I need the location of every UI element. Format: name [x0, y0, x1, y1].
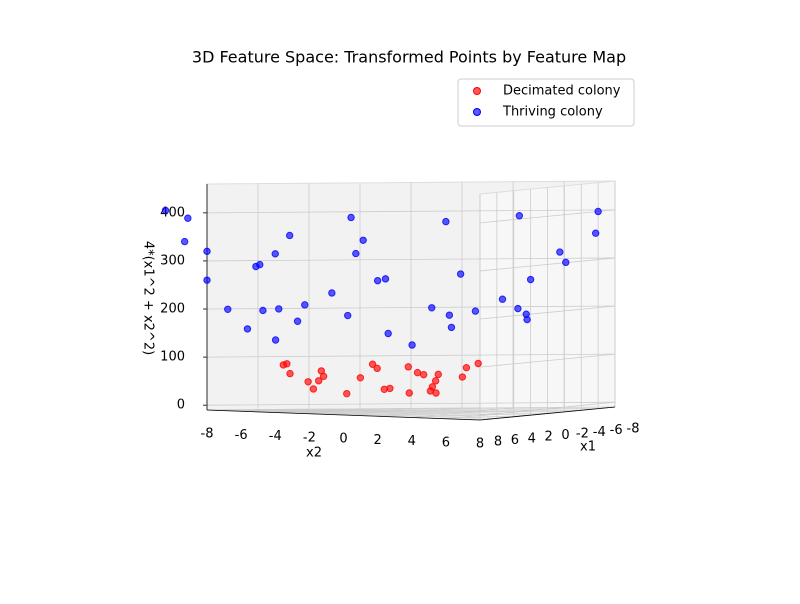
point: [204, 277, 210, 283]
y-tick-label: -2: [303, 430, 316, 445]
point: [527, 276, 533, 282]
chart-title: 3D Feature Space: Transformed Points by …: [192, 48, 626, 67]
y-tick-label: 0: [339, 432, 347, 447]
point: [432, 378, 438, 384]
point: [563, 259, 569, 265]
point: [294, 318, 300, 324]
point: [472, 308, 478, 314]
x-tick-label: -6: [610, 423, 623, 438]
point: [443, 218, 449, 224]
z-axis-label: 4*(x1^2 + x2^2): [141, 241, 156, 355]
x-tick-label: 2: [544, 430, 552, 445]
point: [310, 386, 316, 392]
point: [286, 232, 292, 238]
point: [459, 374, 465, 380]
y-tick-label: 2: [373, 433, 381, 448]
point: [463, 364, 469, 370]
x-tick-label: -4: [593, 425, 606, 440]
point: [344, 390, 350, 396]
y-tick-label: -8: [201, 427, 214, 442]
point: [409, 342, 415, 348]
point: [457, 271, 463, 277]
point: [162, 207, 168, 213]
x-tick-label: -8: [627, 422, 640, 437]
point: [387, 385, 393, 391]
point: [181, 238, 187, 244]
x-tick-label: 6: [511, 433, 519, 448]
point: [475, 360, 481, 366]
point: [225, 306, 231, 312]
point: [369, 361, 375, 367]
point: [284, 361, 290, 367]
z-tick-label: 100: [160, 350, 185, 365]
point: [446, 312, 452, 318]
point: [515, 305, 521, 311]
point: [287, 370, 293, 376]
point: [524, 316, 530, 322]
z-tick-label: 300: [160, 253, 185, 268]
point: [244, 326, 250, 332]
z-tick-label: 0: [177, 398, 185, 413]
point: [385, 330, 391, 336]
x-tick-label: 8: [494, 435, 502, 450]
point: [429, 384, 435, 390]
point: [305, 379, 311, 385]
point: [204, 248, 210, 254]
point: [595, 208, 601, 214]
point: [260, 307, 266, 313]
y-tick-label: 8: [476, 437, 484, 452]
point: [353, 250, 359, 256]
point: [320, 373, 326, 379]
point: [374, 277, 380, 283]
x-tick-label: 0: [561, 428, 569, 443]
y-axis-label: x2: [306, 446, 322, 461]
legend-label: Decimated colony: [503, 84, 621, 99]
point: [276, 306, 282, 312]
point: [435, 371, 441, 377]
point: [257, 261, 263, 267]
legend-label: Thriving colony: [502, 105, 603, 120]
y-tick-label: -4: [269, 429, 282, 444]
point: [348, 214, 354, 220]
x-axis-label: x1: [580, 440, 596, 455]
point: [329, 290, 335, 296]
point: [272, 251, 278, 257]
point: [592, 230, 598, 236]
point: [302, 302, 308, 308]
point: [420, 371, 426, 377]
y-tick-label: 6: [442, 435, 450, 450]
z-tick-label: 200: [160, 302, 185, 317]
point: [272, 337, 278, 343]
point: [406, 390, 412, 396]
point: [405, 364, 411, 370]
point: [448, 324, 454, 330]
point: [557, 249, 563, 255]
y-tick-label: 4: [408, 434, 416, 449]
point: [429, 305, 435, 311]
legend-marker: [474, 88, 481, 95]
point: [185, 215, 191, 221]
point: [345, 312, 351, 318]
point: [360, 237, 366, 243]
point: [357, 375, 363, 381]
x-tick-label: -2: [576, 426, 589, 441]
x-tick-label: 4: [528, 431, 536, 446]
point: [382, 276, 388, 282]
point: [414, 369, 420, 375]
y-tick-label: -6: [235, 428, 248, 443]
point: [499, 296, 505, 302]
point: [516, 213, 522, 219]
legend-marker: [474, 109, 481, 116]
